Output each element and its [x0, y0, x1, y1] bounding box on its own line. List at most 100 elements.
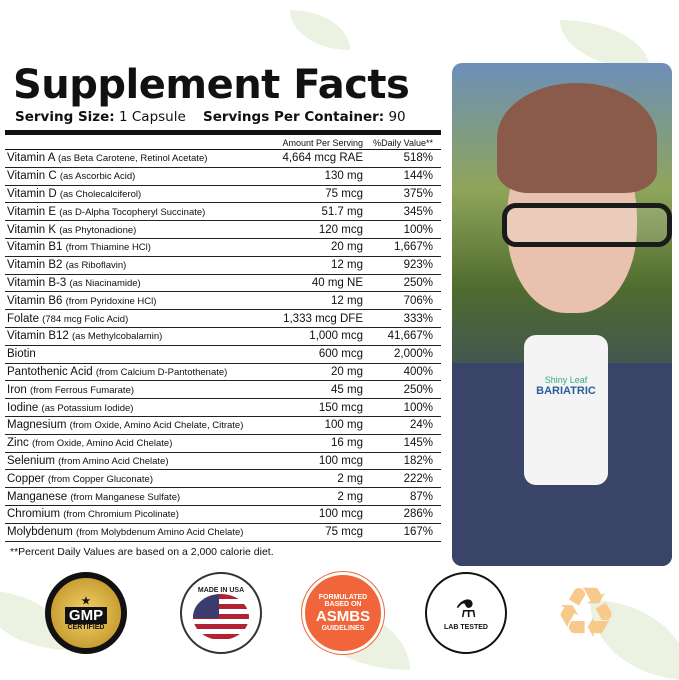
daily-value: 182% — [403, 454, 433, 467]
nutrient-source: (as Riboflavin) — [65, 260, 127, 272]
nutrient-name: Manganese (from Manganese Sulfate) — [5, 491, 247, 503]
table-row: Magnesium (from Oxide, Amino Acid Chelat… — [5, 417, 441, 435]
nutrient-source: (as Methylcobalamin) — [72, 331, 163, 343]
nutrient-name: Vitamin B12 (as Methylcobalamin) — [5, 330, 247, 342]
amount: 12 mg — [331, 294, 363, 307]
amount: 75 mcg — [325, 187, 363, 200]
amount: 1,000 mcg — [309, 330, 363, 343]
nutrient-name: Vitamin B1 (from Thiamine HCl) — [5, 241, 247, 253]
daily-value: 923% — [403, 259, 433, 272]
amount: 100 mcg — [318, 454, 363, 467]
nutrient: Magnesium — [7, 419, 67, 432]
nutrient-source: (from Oxide, Amino Acid Chelate) — [31, 438, 173, 450]
table-row: Vitamin D (as Cholecalciferol) 75 mcg 375% — [5, 186, 441, 204]
amount: 120 mcg — [318, 223, 363, 236]
amount: 75 mcg — [325, 526, 363, 539]
nutrient-source: (from Ferrous Fumarate) — [30, 384, 135, 396]
daily-value: 250% — [403, 383, 433, 396]
usa-text: MADE IN USA — [197, 586, 245, 594]
daily-value: 375% — [403, 187, 433, 200]
daily-value: 100% — [403, 223, 433, 236]
asmbs-line2: BASED ON — [324, 601, 362, 608]
asmbs-line3: ASMBS — [315, 608, 371, 625]
nutrient: Copper — [7, 472, 45, 485]
table-row: Manganese (from Manganese Sulfate) 2 mg 87… — [5, 488, 441, 506]
table-row: Zinc (from Oxide, Amino Acid Chelate) 16 … — [5, 435, 441, 453]
serving-info: Serving Size: 1 Capsule Servings Per Con… — [5, 108, 441, 126]
amount: 150 mcg — [318, 401, 363, 414]
table-row: Vitamin E (as D-Alpha Tocopheryl Succina… — [5, 203, 441, 222]
daily-value: 250% — [403, 276, 433, 289]
table-row: Iron (from Ferrous Fumarate) 45 mg 250% — [5, 381, 441, 400]
nutrient: Vitamin D — [7, 187, 57, 200]
nutrient-name: Magnesium (from Oxide, Amino Acid Chelat… — [5, 419, 247, 431]
table-row: Vitamin B2 (as Riboflavin) 12 mg 923% — [5, 257, 441, 275]
amount: 45 mg — [331, 383, 363, 396]
nutrient-source: (from Molybdenum Amino Acid Chelate) — [76, 527, 244, 539]
nutrient: Molybdenum — [7, 526, 73, 539]
amount: 51.7 mg — [321, 205, 363, 218]
nutrient-name: Folate (784 mcg Folic Acid) — [5, 313, 247, 325]
daily-value: 145% — [403, 437, 433, 450]
nutrient: Vitamin B1 — [7, 241, 63, 254]
table-row: Vitamin B12 (as Methylcobalamin) 1,000 mc… — [5, 328, 441, 346]
nutrient: Vitamin K — [7, 223, 57, 236]
daily-value: 1,667% — [393, 241, 433, 254]
made-in-usa-badge: MADE IN USA — [180, 572, 262, 654]
nutrient-name: Vitamin A (as Beta Carotene, Retinol Ace… — [5, 152, 247, 164]
table-row: Vitamin B-3 (as Niacinamide) 40 mg NE 250% — [5, 275, 441, 293]
nutrient-name: Vitamin B2 (as Riboflavin) — [5, 259, 247, 271]
nutrient-name: Molybdenum (from Molybdenum Amino Acid C… — [5, 526, 247, 538]
amount: 1,333 mcg DFE — [283, 312, 363, 325]
table-row: Chromium (from Chromium Picolinate) 100 m… — [5, 506, 441, 524]
dv-header: %Daily Value** — [373, 138, 433, 148]
us-flag-icon — [193, 593, 249, 640]
nutrient-name: Pantothenic Acid (from Calcium D-Pantoth… — [5, 366, 247, 378]
product-bottle: Shiny Leaf BARIATRIC — [524, 335, 608, 485]
asmbs-badge: FORMULATED BASED ON ASMBS GUIDELINES — [302, 572, 384, 654]
serving-size-label: Serving Size: — [15, 109, 115, 125]
nutrient-source: (from Thiamine HCl) — [65, 242, 151, 254]
customer-photo: Shiny Leaf BARIATRIC — [452, 63, 672, 566]
nutrient: Iodine — [7, 401, 39, 414]
nutrient-source: (as Cholecalciferol) — [59, 188, 142, 200]
daily-value: 286% — [403, 508, 433, 521]
nutrient-source: (from Copper Gluconate) — [47, 473, 153, 485]
daily-value: 333% — [403, 312, 433, 325]
nutrient-source: (from Pyridoxine HCl) — [65, 295, 157, 307]
nutrient-name: Biotin — [5, 348, 247, 360]
nutrient-source: (as Niacinamide) — [69, 277, 141, 289]
table-row: Molybdenum (from Molybdenum Amino Acid C… — [5, 524, 441, 542]
flask-check-icon: ⚗ — [455, 596, 477, 623]
table-row: Vitamin A (as Beta Carotene, Retinol Ace… — [5, 150, 441, 168]
table-row: Copper (from Copper Gluconate) 2 mg 222% — [5, 470, 441, 489]
gmp-title: GMP — [64, 606, 108, 624]
table-row: Vitamin B6 (from Pyridoxine HCl) 12 mg 706… — [5, 292, 441, 311]
amount: 600 mcg — [318, 348, 363, 361]
amount: 2 mg — [337, 472, 363, 485]
nutrient: Zinc — [7, 437, 29, 450]
amount-header: Amount Per Serving — [282, 138, 363, 148]
nutrient-name: Zinc (from Oxide, Amino Acid Chelate) — [5, 437, 247, 449]
nutrient: Manganese — [7, 490, 68, 503]
daily-value: 2,000% — [393, 348, 433, 361]
nutrient-source: (as D-Alpha Tocopheryl Succinate) — [59, 206, 206, 218]
divider — [5, 130, 441, 135]
daily-value: 24% — [409, 419, 433, 432]
nutrient: Vitamin A — [7, 152, 55, 165]
table-header: Amount Per Serving %Daily Value** — [5, 135, 441, 150]
table-row: Biotin 600 mcg 2,000% — [5, 346, 441, 364]
nutrient-name: Copper (from Copper Gluconate) — [5, 473, 247, 485]
daily-value: 400% — [403, 365, 433, 378]
lab-text: LAB TESTED — [444, 624, 488, 631]
nutrient-name: Vitamin B6 (from Pyridoxine HCl) — [5, 295, 247, 307]
daily-value: 222% — [403, 472, 433, 485]
gmp-sub: CERTIFIED — [67, 623, 105, 631]
recycle-icon: ♻ — [554, 574, 618, 652]
amount: 4,664 mcg RAE — [282, 152, 363, 165]
nutrient-name: Vitamin E (as D-Alpha Tocopheryl Succina… — [5, 206, 247, 218]
glasses — [502, 203, 672, 247]
amount: 40 mg NE — [311, 276, 363, 289]
daily-value: 41,667% — [387, 330, 433, 343]
table-row: Vitamin B1 (from Thiamine HCl) 20 mg 1,667… — [5, 239, 441, 257]
